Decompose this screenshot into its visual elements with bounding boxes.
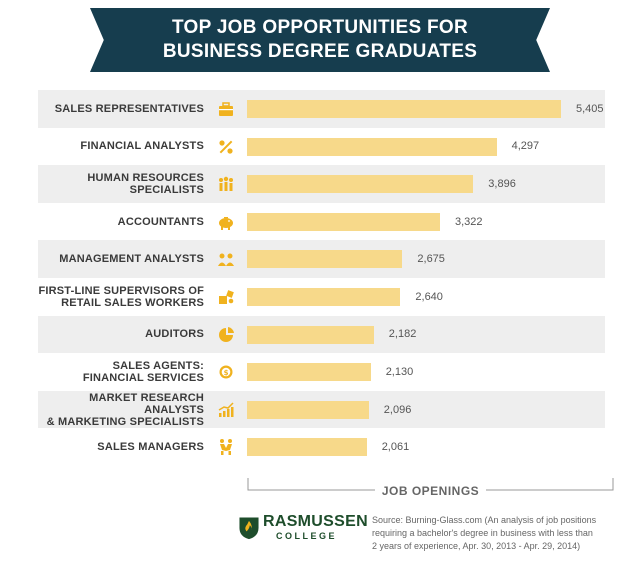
team-icon xyxy=(218,253,234,267)
value-label: 2,675 xyxy=(417,253,445,266)
category-label: AUDITORS xyxy=(38,316,204,354)
bar xyxy=(247,100,561,118)
bar xyxy=(247,325,374,344)
chart-row: FINANCIAL ANALYSTS 4,297 xyxy=(38,128,605,166)
value-label: 2,182 xyxy=(388,328,417,341)
category-label: HUMAN RESOURCES SPECIALISTS xyxy=(38,165,204,203)
category-label-line: SALES AGENTS: xyxy=(112,359,204,372)
pie-chart-icon xyxy=(219,326,234,342)
category-label: ACCOUNTANTS xyxy=(38,203,204,241)
cubes-icon xyxy=(219,290,234,304)
category-label-line: HUMAN RESOURCES xyxy=(87,171,204,184)
bar-chart-icon xyxy=(218,402,234,417)
bar xyxy=(247,137,497,156)
category-label-line: FINANCIAL ANALYSTS xyxy=(80,140,204,153)
percent-icon xyxy=(219,139,233,154)
category-label-line: & MARKETING SPECIALISTS xyxy=(46,415,204,428)
value-label: 2,640 xyxy=(415,290,443,303)
category-label-line: FINANCIAL SERVICES xyxy=(82,371,204,384)
value-label: 3,896 xyxy=(488,177,516,190)
category-label-line: MARKET RESEARCH ANALYSTS xyxy=(89,391,204,416)
bar xyxy=(247,175,474,194)
value-label: 4,297 xyxy=(511,140,540,153)
source-line-3: 2 years of experience, Apr. 30, 2013 - A… xyxy=(372,541,581,551)
source-line-1: Source: Burning-Glass.com (An analysis o… xyxy=(372,515,597,525)
source-line-2: requiring a bachelor's degree in busines… xyxy=(372,528,593,538)
bar xyxy=(247,363,371,382)
chart-row: ACCOUNTANTS 3,322 xyxy=(38,203,605,241)
value-label: 3,322 xyxy=(455,215,483,228)
chart-row: HUMAN RESOURCES SPECIALISTS 3,896 xyxy=(38,165,605,203)
handshake-icon xyxy=(220,439,232,456)
logo-subtitle: COLLEGE xyxy=(276,531,338,541)
chart-row: SALES MANAGERS 2,061 xyxy=(38,428,605,466)
svg-text:$: $ xyxy=(224,369,229,377)
bar xyxy=(247,438,367,457)
chart-row: FIRST-LINE SUPERVISORS OF RETAIL SALES WO… xyxy=(38,278,605,316)
title-line-2: BUSINESS DEGREE GRADUATES xyxy=(162,41,478,62)
value-label: 2,130 xyxy=(385,365,414,378)
x-axis-title: JOB OPENINGS xyxy=(381,484,480,498)
flame-logo-icon xyxy=(239,517,259,540)
source-note: Source: Burning-Glass.com (An analysis o… xyxy=(372,514,632,553)
category-label-line: MANAGEMENT ANALYSTS xyxy=(59,253,204,266)
chart-row: AUDITORS 2,182 xyxy=(38,315,605,354)
bar xyxy=(247,250,403,269)
value-label: 2,061 xyxy=(381,441,410,454)
chart-row: SALES AGENTS: FINANCIAL SERVICES $2,130 xyxy=(38,353,605,391)
title-banner: TOP JOB OPPORTUNITIES FOR BUSINESS DEGRE… xyxy=(90,8,550,72)
dollar-gear-icon: $ xyxy=(219,365,233,379)
logo-name: RASMUSSEN xyxy=(263,513,368,530)
category-label: FIRST-LINE SUPERVISORS OF RETAIL SALES WO… xyxy=(38,278,204,316)
bar xyxy=(247,400,369,419)
category-label: SALES AGENTS: FINANCIAL SERVICES xyxy=(38,353,204,391)
category-label: MARKET RESEARCH ANALYSTS & MARKETING SPEC… xyxy=(38,391,204,429)
category-label-line: SALES REPRESENTATIVES xyxy=(54,102,204,115)
bar xyxy=(247,288,401,306)
chart-row: MARKET RESEARCH ANALYSTS & MARKETING SPEC… xyxy=(38,390,605,429)
category-label-line: RETAIL SALES WORKERS xyxy=(61,296,204,309)
piggy-bank-icon xyxy=(219,216,233,230)
chart-row: SALES REPRESENTATIVES 5,405 xyxy=(38,90,605,128)
title-line-1: TOP JOB OPPORTUNITIES FOR xyxy=(171,17,469,38)
briefcase-icon xyxy=(219,102,233,116)
axis-bracket xyxy=(247,478,614,491)
category-label: MANAGEMENT ANALYSTS xyxy=(38,240,204,278)
chart-row: MANAGEMENT ANALYSTS 2,675 xyxy=(38,240,605,278)
category-label: FINANCIAL ANALYSTS xyxy=(38,128,204,166)
bar xyxy=(247,212,440,231)
category-label-line: ACCOUNTANTS xyxy=(117,215,204,228)
value-label: 2,096 xyxy=(383,403,412,416)
people-group-icon xyxy=(219,176,233,192)
category-label-line: AUDITORS xyxy=(145,328,204,341)
value-label: 5,405 xyxy=(576,102,604,115)
category-label: SALES REPRESENTATIVES xyxy=(38,90,204,128)
category-label-line: SPECIALISTS xyxy=(129,183,204,196)
category-label: SALES MANAGERS xyxy=(38,428,204,466)
bar-chart: SALES REPRESENTATIVES 5,405 FINANCIAL ANAL… xyxy=(38,90,605,466)
category-label-line: FIRST-LINE SUPERVISORS OF xyxy=(38,284,204,297)
category-label-line: SALES MANAGERS xyxy=(97,441,204,454)
